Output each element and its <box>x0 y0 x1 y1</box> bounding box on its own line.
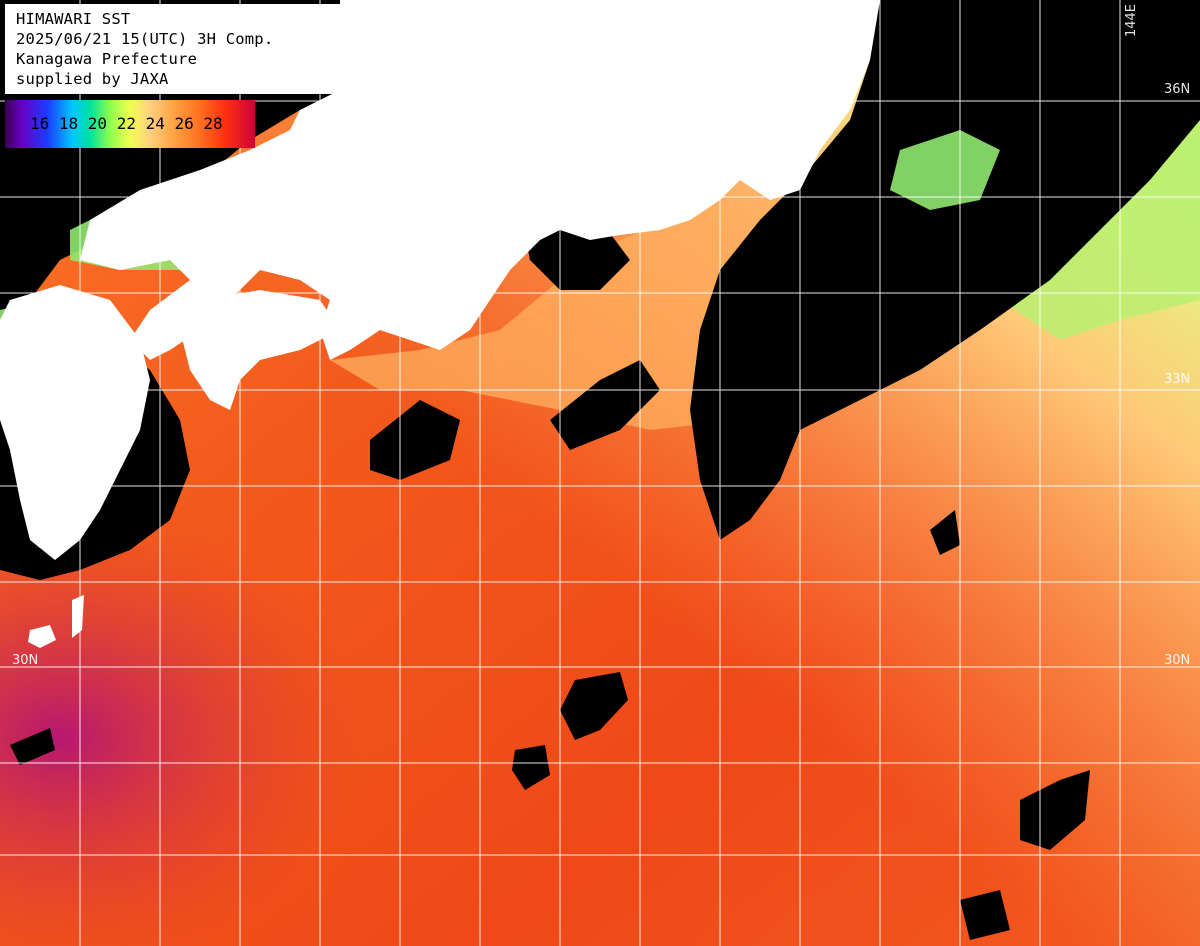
lat-label-36n: 36N <box>1164 82 1191 97</box>
legend-tick-labels: 16 18 20 22 24 26 28 <box>30 114 223 133</box>
lat-label-30n-right: 30N <box>1164 653 1191 668</box>
product-title: HIMAWARI SST <box>16 10 131 28</box>
region-name: Kanagawa Prefecture <box>16 50 198 68</box>
observation-time: 2025/06/21 15(UTC) 3H Comp. <box>16 30 274 48</box>
map-info-box: HIMAWARI SST 2025/06/21 15(UTC) 3H Comp.… <box>5 4 351 94</box>
lon-label-144e: 144E <box>1124 4 1139 38</box>
temperature-legend: 16 18 20 22 24 26 28 <box>5 100 255 148</box>
data-provider: supplied by JAXA <box>16 70 169 88</box>
lon-label-136e: 136E <box>484 4 499 38</box>
lat-label-33n: 33N <box>1164 372 1191 387</box>
lat-label-30n-left: 30N <box>12 653 39 668</box>
